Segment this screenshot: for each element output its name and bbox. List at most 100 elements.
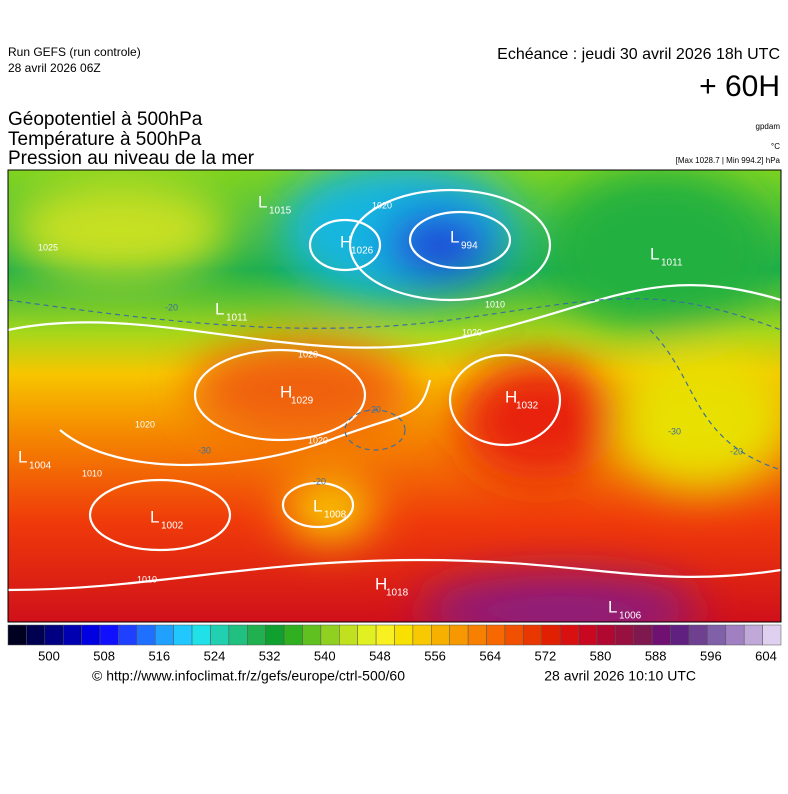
- isobar-label: 1020: [372, 200, 392, 210]
- center-letter: L: [18, 447, 27, 466]
- center-value: 1029: [291, 396, 314, 407]
- center-value: 1015: [269, 206, 292, 217]
- colorbar-swatch: [578, 624, 598, 646]
- colorbar-swatch: [615, 624, 635, 646]
- field: Température à 500hPa: [8, 129, 202, 150]
- isobar-label: 1020: [462, 327, 482, 337]
- colorbar-swatch: [154, 624, 174, 646]
- colorbar-swatch: [541, 624, 561, 646]
- center-value: 994: [461, 241, 478, 252]
- colorbar-label: 596: [700, 648, 722, 663]
- colorbar-swatch: [486, 624, 506, 646]
- center-value: 1002: [161, 521, 184, 532]
- isobar-label: 1010: [137, 574, 157, 584]
- colorbar-swatch: [265, 624, 285, 646]
- colorbar-swatch: [62, 624, 82, 646]
- colorbar-swatch: [44, 624, 64, 646]
- center-value: 1008: [324, 510, 347, 521]
- unit-geo: gpdam: [756, 122, 781, 131]
- colorbar-label: 588: [645, 648, 667, 663]
- colorbar-label: 532: [259, 648, 281, 663]
- colorbar-label: 564: [479, 648, 501, 663]
- colorbar-swatch: [670, 624, 690, 646]
- colorbar-label: 548: [369, 648, 391, 663]
- colorbar-swatch: [651, 624, 671, 646]
- isotherm-label: -20: [165, 302, 178, 312]
- isobar-label: 1010: [485, 299, 505, 309]
- isobar-label: 1020: [298, 349, 318, 359]
- isotherm-label: -20: [730, 446, 743, 456]
- center-value: 1032: [516, 401, 539, 412]
- colorbar-swatch: [725, 624, 745, 646]
- colorbar-label: 516: [148, 648, 170, 663]
- run: Run GEFS (run controle): [8, 45, 141, 59]
- colorbar-swatch: [191, 624, 211, 646]
- colorbar-swatch: [302, 624, 322, 646]
- colorbar-swatch: [136, 624, 156, 646]
- field: Pression au niveau de la mer: [8, 148, 255, 169]
- isobar-label: 1025: [38, 242, 58, 252]
- colorbar-swatch: [357, 624, 377, 646]
- isobar-label: 1010: [82, 468, 102, 478]
- center-value: 1026: [351, 246, 374, 257]
- colorbar-label: 500: [38, 648, 60, 663]
- colorbar-swatch: [118, 624, 138, 646]
- colorbar-swatch: [210, 624, 230, 646]
- colorbar-label: 524: [204, 648, 226, 663]
- colorbar-label: 556: [424, 648, 446, 663]
- colorbar-swatch: [504, 624, 524, 646]
- colorbar-label: 604: [755, 648, 777, 663]
- center-letter: H: [280, 382, 292, 401]
- colorbar-swatch: [99, 624, 119, 646]
- center-value: 1018: [386, 588, 409, 599]
- colorbar-swatch: [320, 624, 340, 646]
- isobar-label: 1020: [308, 435, 328, 445]
- colorbar-swatch: [26, 624, 46, 646]
- center-letter: L: [450, 227, 459, 246]
- colorbar-swatch: [707, 624, 727, 646]
- colorbar-swatch: [688, 624, 708, 646]
- center-letter: L: [215, 299, 224, 318]
- colorbar-swatch: [762, 624, 782, 646]
- source: © http://www.infoclimat.fr/z/gefs/europe…: [92, 668, 405, 684]
- map-frame: [7, 169, 782, 623]
- colorbar-label: 540: [314, 648, 336, 663]
- isobars: [8, 188, 781, 592]
- colorbar-label: 572: [535, 648, 557, 663]
- center-value: 1011: [226, 313, 248, 324]
- colorbar-swatch: [596, 624, 616, 646]
- colorbar-swatch: [247, 624, 266, 646]
- isobar-label: 1020: [135, 419, 155, 429]
- echeance: Echéance : jeudi 30 avril 2026 18h UTC: [497, 46, 780, 63]
- map: [8, 170, 781, 622]
- colorbar-swatch: [412, 624, 432, 646]
- colorbar-swatch: [743, 624, 763, 646]
- colorbar-swatch: [339, 624, 358, 646]
- colorbar-swatch: [394, 624, 414, 646]
- field: Géopotentiel à 500hPa: [8, 109, 203, 130]
- colorbar-label: 580: [590, 648, 612, 663]
- center-value: 1006: [619, 611, 642, 622]
- center-letter: L: [313, 496, 322, 515]
- colorbar-swatch: [7, 624, 27, 646]
- colorbar-swatch: [467, 624, 487, 646]
- colorbar-swatch: [523, 624, 542, 646]
- isotherms: [8, 298, 781, 471]
- isotherm-label: -20: [368, 404, 381, 414]
- center-letter: H: [375, 574, 387, 593]
- center-letter: L: [608, 597, 617, 616]
- colorbar-swatch: [559, 624, 579, 646]
- colorbar-label: 508: [93, 648, 115, 663]
- timestamp: 28 avril 2026 10:10 UTC: [544, 668, 696, 684]
- center-value: 1011: [661, 258, 683, 269]
- center-letter: L: [150, 507, 159, 526]
- isotherm-label: -30: [668, 426, 681, 436]
- colorbar-swatch: [633, 624, 653, 646]
- run-date: 28 avril 2026 06Z: [8, 61, 101, 75]
- colorbar-swatch: [449, 624, 469, 646]
- colorbar: 500 508 516 524 532 540 548 556 564 572 580 588 596 6…: [7, 624, 782, 663]
- isotherm-label: -30: [198, 445, 211, 455]
- center-letter: L: [258, 192, 267, 211]
- colorbar-swatch: [173, 624, 193, 646]
